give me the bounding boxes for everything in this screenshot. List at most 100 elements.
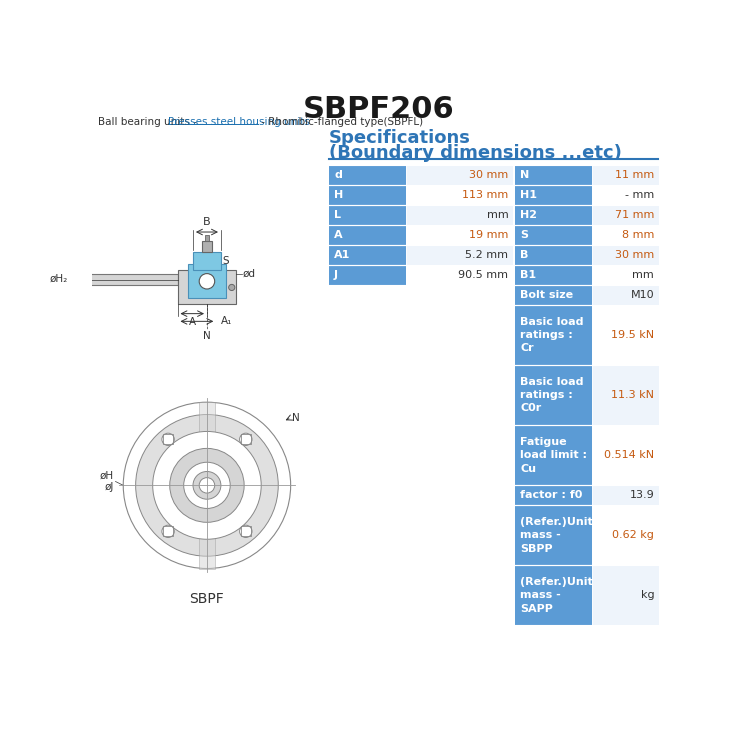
Text: S: S xyxy=(520,230,528,240)
Bar xyxy=(163,526,173,536)
Circle shape xyxy=(123,402,291,568)
Text: 8 mm: 8 mm xyxy=(621,230,654,240)
Bar xyxy=(406,265,513,285)
Text: øH₂: øH₂ xyxy=(49,274,67,284)
Text: B: B xyxy=(520,250,528,260)
Bar xyxy=(514,425,592,485)
Bar xyxy=(514,366,592,426)
Bar xyxy=(514,505,592,565)
Text: A: A xyxy=(189,317,196,328)
Bar xyxy=(514,205,592,225)
Text: øJ: øJ xyxy=(105,482,114,492)
Text: H1: H1 xyxy=(520,190,537,200)
Text: (Refer.)Unit
mass -
SAPP: (Refer.)Unit mass - SAPP xyxy=(520,577,593,613)
Circle shape xyxy=(199,274,215,289)
Circle shape xyxy=(229,284,235,291)
Bar xyxy=(163,434,173,444)
Bar xyxy=(406,245,513,265)
Text: 0.514 kN: 0.514 kN xyxy=(604,451,654,460)
Text: Specifications: Specifications xyxy=(328,129,471,147)
Bar xyxy=(241,434,251,444)
Text: A₁: A₁ xyxy=(221,316,232,326)
Bar xyxy=(199,402,215,568)
Bar xyxy=(406,225,513,245)
Text: H: H xyxy=(334,190,343,200)
Bar xyxy=(592,165,659,185)
Bar xyxy=(592,565,659,625)
Text: N: N xyxy=(203,332,211,341)
Text: mm: mm xyxy=(486,210,508,220)
Bar xyxy=(514,165,592,185)
Bar xyxy=(514,185,592,205)
Bar xyxy=(592,366,659,426)
Text: ød: ød xyxy=(243,269,255,278)
Text: 90.5 mm: 90.5 mm xyxy=(458,270,508,280)
Bar xyxy=(328,165,406,185)
Text: SBPF: SBPF xyxy=(190,591,224,605)
Bar xyxy=(201,241,213,252)
Text: 30 mm: 30 mm xyxy=(615,250,654,260)
Text: M10: M10 xyxy=(630,290,654,300)
Circle shape xyxy=(184,462,230,508)
Bar xyxy=(592,305,659,366)
Bar xyxy=(193,252,221,270)
Text: d: d xyxy=(334,170,342,180)
Text: Basic load
ratings :
C0r: Basic load ratings : C0r xyxy=(520,377,584,414)
Text: 5.2 mm: 5.2 mm xyxy=(466,250,508,260)
Text: øH: øH xyxy=(100,471,114,481)
Bar xyxy=(406,185,513,205)
Text: mm: mm xyxy=(632,270,654,280)
Text: SBPF206: SBPF206 xyxy=(303,95,454,124)
Circle shape xyxy=(240,433,252,445)
Text: A1: A1 xyxy=(334,250,351,260)
Text: B: B xyxy=(203,218,211,227)
Text: 19 mm: 19 mm xyxy=(469,230,508,240)
Bar xyxy=(592,285,659,305)
Bar xyxy=(514,265,592,285)
Bar xyxy=(592,425,659,485)
Text: Presses steel housing units: Presses steel housing units xyxy=(168,117,310,127)
Text: L: L xyxy=(334,210,341,220)
Text: S: S xyxy=(222,256,229,266)
Text: (Boundary dimensions ...etc): (Boundary dimensions ...etc) xyxy=(328,144,621,162)
Text: 13.9: 13.9 xyxy=(630,491,654,500)
Text: 71 mm: 71 mm xyxy=(615,210,654,220)
Text: B1: B1 xyxy=(520,270,537,280)
Bar xyxy=(592,205,659,225)
Bar xyxy=(328,185,406,205)
Circle shape xyxy=(136,414,278,556)
Bar xyxy=(592,185,659,205)
Text: (Refer.)Unit
mass -
SBPP: (Refer.)Unit mass - SBPP xyxy=(520,517,593,554)
Circle shape xyxy=(162,433,174,445)
Bar xyxy=(241,526,251,536)
Bar xyxy=(592,245,659,265)
Text: A: A xyxy=(334,230,342,240)
Bar xyxy=(514,225,592,245)
Text: factor : f0: factor : f0 xyxy=(520,491,582,500)
Bar xyxy=(72,274,178,285)
Circle shape xyxy=(193,471,221,500)
Text: Fatigue
load limit :
Cu: Fatigue load limit : Cu xyxy=(520,437,587,474)
Bar xyxy=(204,235,210,241)
Circle shape xyxy=(240,525,252,537)
Bar xyxy=(187,264,227,298)
Bar xyxy=(592,265,659,285)
Bar xyxy=(592,485,659,505)
Bar xyxy=(406,165,513,185)
Text: Basic load
ratings :
Cr: Basic load ratings : Cr xyxy=(520,317,584,354)
Text: Ball bearing units -: Ball bearing units - xyxy=(98,117,201,127)
Bar xyxy=(178,270,236,304)
Circle shape xyxy=(170,448,244,522)
Text: 30 mm: 30 mm xyxy=(469,170,508,180)
Text: 113 mm: 113 mm xyxy=(462,190,508,200)
Text: H2: H2 xyxy=(520,210,537,220)
Bar xyxy=(328,205,406,225)
Bar xyxy=(406,205,513,225)
Bar xyxy=(592,225,659,245)
Text: 0.62 kg: 0.62 kg xyxy=(613,531,654,540)
Text: 19.5 kN: 19.5 kN xyxy=(611,330,654,340)
Text: Bolt size: Bolt size xyxy=(520,290,573,300)
Bar xyxy=(328,225,406,245)
Circle shape xyxy=(199,477,215,493)
Bar xyxy=(592,505,659,565)
